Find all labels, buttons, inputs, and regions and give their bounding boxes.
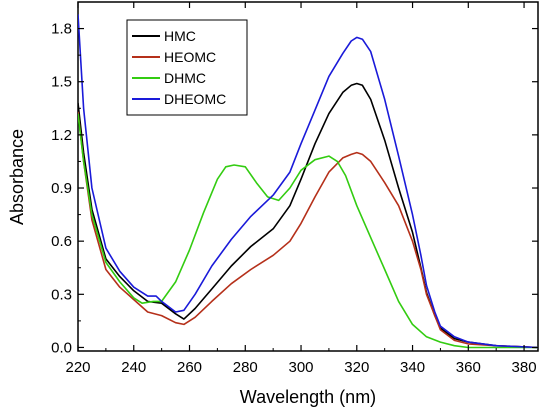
axis-layer: 220 240 260 280 300 320 340 360 380 0.0 0.3 0.6 0.9 1… [51,2,538,376]
y-tick-label: 1.2 [51,127,72,144]
legend-label: DHEOMC [164,91,226,107]
x-tick-label: 340 [400,359,425,376]
x-axis-label: Wavelength (nm) [240,387,376,407]
y-tick-label: 1.8 [51,21,72,38]
y-tick-label: 0.9 [51,180,72,197]
x-tick-label: 320 [344,359,369,376]
y-tick-label: 0.6 [51,233,72,250]
y-tick-label: 0.3 [51,286,72,303]
y-tick-label: 1.5 [51,74,72,91]
series-line-dhmc [78,113,538,349]
x-tick-label: 220 [65,359,90,376]
x-tick-label: 300 [289,359,314,376]
x-tick-label: 280 [233,359,258,376]
x-tick-label: 260 [177,359,202,376]
legend-label: HEOMC [164,49,216,65]
legend-label: DHMC [164,70,206,86]
x-tick-label: 360 [456,359,481,376]
x-tick-label: 240 [121,359,146,376]
legend-label: HMC [164,28,196,44]
series-line-heomc [78,111,538,349]
series-layer [78,14,538,349]
x-tick-label: 380 [512,359,537,376]
legend: HMC HEOMC DHMC DHEOMC [126,19,248,116]
y-tick-label: 0.0 [51,339,72,356]
series-line-dheomc [78,14,538,349]
y-axis-label: Absorbance [7,129,27,225]
